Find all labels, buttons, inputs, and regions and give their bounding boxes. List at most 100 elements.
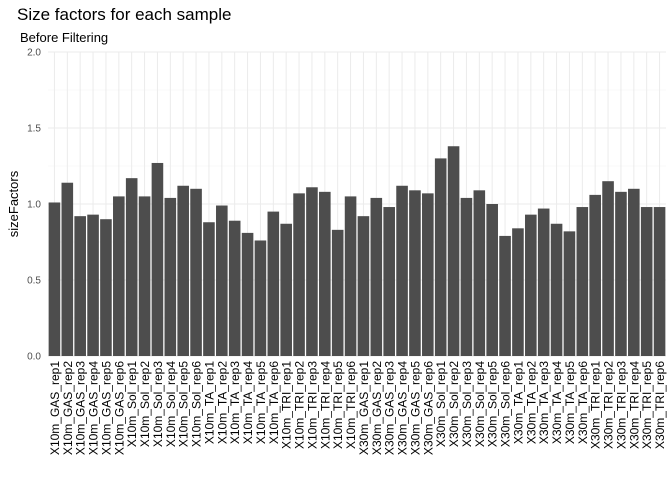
- bar: [125, 178, 138, 356]
- y-tick-label: 1.0: [27, 200, 41, 211]
- y-tick-label: 2.0: [27, 48, 41, 59]
- bar: [87, 214, 99, 356]
- bar: [138, 196, 151, 356]
- bar: [113, 196, 125, 356]
- bars: [48, 146, 666, 356]
- x-tick-label: X10m_TA_rep4: [241, 361, 255, 444]
- x-tick-label: X30m_TA_rep2: [524, 361, 538, 444]
- y-axis-ticks: 0.0 0.5 1.0 1.5 2.0: [27, 48, 41, 363]
- bar: [589, 194, 601, 356]
- bar: [357, 216, 370, 356]
- x-tick-label: X10m_TA_rep2: [215, 361, 229, 444]
- bar: [628, 188, 640, 356]
- x-tick-label: X10m_Sol_rep3: [151, 361, 165, 447]
- x-tick-label: X10m_GAS_rep3: [74, 361, 88, 455]
- x-tick-label: X10m_TRI_rep5: [331, 361, 345, 449]
- bar: [319, 191, 331, 356]
- x-tick-label: X10m_Sol_rep5: [177, 361, 191, 447]
- x-tick-label: X10m_GAS_rep1: [48, 361, 62, 455]
- chart-subtitle: Before Filtering: [20, 30, 108, 45]
- x-axis-ticks: X10m_GAS_rep1X10m_GAS_rep2X10m_GAS_rep3X…: [48, 361, 667, 455]
- x-tick-label: X30m_TA_rep3: [537, 361, 551, 444]
- x-tick-label: X10m_TA_rep3: [228, 361, 242, 444]
- bar: [396, 185, 408, 356]
- bar: [512, 228, 524, 356]
- x-tick-label: X30m_GAS_rep5: [408, 361, 422, 455]
- x-tick-label: X30m_Sol_rep6: [499, 361, 513, 447]
- x-tick-label: X30m_TRI_rep1: [589, 361, 603, 449]
- bar: [370, 197, 383, 356]
- x-tick-label: X10m_GAS_rep4: [87, 361, 101, 455]
- x-tick-label: X10m_TRI_rep2: [293, 361, 307, 449]
- x-tick-label: X30m_TA_rep4: [550, 361, 564, 444]
- x-tick-label: X30m_Sol_rep4: [473, 361, 487, 447]
- bar: [576, 207, 589, 356]
- x-tick-label: X30m_Sol_rep5: [486, 361, 500, 447]
- bar: [525, 214, 537, 356]
- bar: [164, 197, 177, 356]
- bar: [460, 197, 473, 356]
- bar: [499, 235, 511, 356]
- bar: [306, 187, 318, 356]
- y-tick-label: 0.0: [27, 352, 41, 363]
- x-tick-label: X10m_Sol_rep1: [125, 361, 139, 447]
- bar: [537, 208, 550, 356]
- bar: [280, 223, 292, 356]
- bar: [640, 207, 653, 356]
- y-tick-label: 0.5: [27, 276, 41, 287]
- x-tick-label: X30m_TA_rep1: [511, 361, 525, 444]
- x-tick-label: X10m_Sol_rep2: [138, 361, 152, 447]
- x-tick-label: X30m_Sol_rep2: [447, 361, 461, 447]
- x-tick-label: X10m_TRI_rep6: [344, 361, 358, 449]
- x-tick-label: X10m_TRI_rep4: [318, 361, 332, 449]
- bar: [331, 229, 344, 356]
- bar: [190, 188, 202, 356]
- bar: [409, 190, 421, 356]
- x-tick-label: X30m_Sol_rep3: [460, 361, 474, 447]
- bar: [267, 211, 280, 356]
- bar: [216, 205, 228, 356]
- x-tick-label: X10m_GAS_rep6: [112, 361, 126, 455]
- x-tick-label: X30m_GAS_rep3: [383, 361, 397, 455]
- y-tick-label: 1.5: [27, 124, 41, 135]
- bar: [254, 240, 267, 356]
- x-tick-label: X30m_TRI_rep5: [640, 361, 654, 449]
- bar: [383, 207, 395, 356]
- x-tick-label: X10m_TRI_rep3: [305, 361, 319, 449]
- bar: [100, 219, 112, 356]
- x-tick-label: X30m_TA_rep5: [563, 361, 577, 444]
- x-tick-label: X30m_TRI_rep4: [627, 361, 641, 449]
- x-tick-label: X10m_GAS_rep2: [61, 361, 75, 455]
- x-tick-label: X10m_TA_rep5: [254, 361, 268, 444]
- x-tick-label: X30m_TRI_rep3: [614, 361, 628, 449]
- chart-title: Size factors for each sample: [17, 5, 231, 24]
- bar: [447, 146, 460, 356]
- bar: [293, 193, 305, 356]
- bar: [344, 196, 357, 356]
- bar: [203, 222, 215, 356]
- bar: [151, 162, 164, 356]
- x-tick-label: X30m_TRI_rep6: [653, 361, 667, 449]
- bar: [61, 182, 74, 356]
- x-tick-label: X10m_Sol_rep6: [190, 361, 204, 447]
- bar: [486, 204, 498, 356]
- bar: [241, 232, 254, 356]
- x-tick-label: X30m_GAS_rep4: [396, 361, 410, 455]
- bar: [653, 207, 666, 356]
- bar: [602, 181, 614, 356]
- bar: [563, 231, 576, 356]
- x-tick-label: X10m_TA_rep6: [267, 361, 281, 444]
- y-axis-title: sizeFactors: [6, 170, 21, 237]
- x-tick-label: X10m_TRI_rep1: [280, 361, 294, 449]
- bar: [473, 190, 486, 356]
- bar: [228, 220, 241, 356]
- bar: [48, 202, 61, 356]
- x-tick-label: X10m_Sol_rep4: [164, 361, 178, 447]
- bar: [74, 216, 86, 356]
- x-tick-label: X10m_TA_rep1: [202, 361, 216, 444]
- x-tick-label: X30m_TA_rep6: [576, 361, 590, 444]
- bar: [177, 185, 189, 356]
- bar: [550, 223, 563, 356]
- x-tick-label: X30m_GAS_rep1: [357, 361, 371, 455]
